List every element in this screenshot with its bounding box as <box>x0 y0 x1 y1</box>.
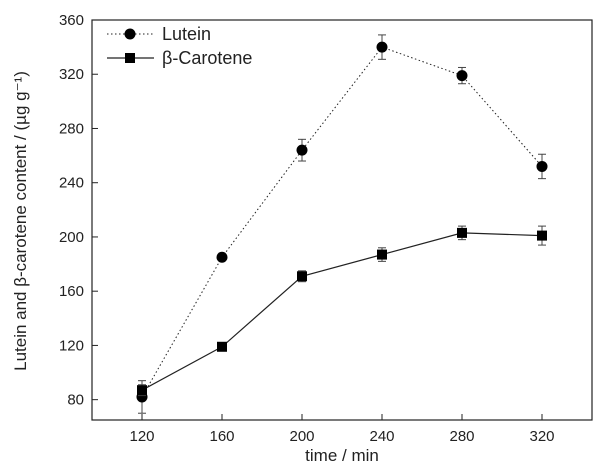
x-tick-label: 320 <box>529 428 554 445</box>
data-point <box>216 251 228 263</box>
data-point <box>296 144 308 156</box>
y-tick-label: 160 <box>59 283 84 300</box>
y-tick-label: 320 <box>59 66 84 83</box>
data-point <box>137 385 147 396</box>
series-line <box>141 46 543 398</box>
y-axis: 80 120 160 200 240 280 320 360 <box>59 12 98 409</box>
y-tick-label: 360 <box>59 12 84 29</box>
x-axis: 120 160 200 240 280 320 <box>129 414 555 445</box>
data-point <box>297 271 307 282</box>
x-tick-label: 200 <box>289 428 314 445</box>
x-tick-label: 240 <box>369 428 394 445</box>
x-tick-label: 160 <box>209 428 234 445</box>
data-point <box>377 249 387 260</box>
y-tick-label: 240 <box>59 175 84 192</box>
legend-label: β-Carotene <box>162 48 252 68</box>
series-beta-carotene <box>137 225 547 397</box>
legend-marker <box>124 28 136 40</box>
data-point <box>457 227 467 238</box>
data-point <box>376 41 388 53</box>
series-lutein <box>136 34 548 414</box>
y-tick-label: 200 <box>59 229 84 246</box>
y-axis-label: Lutein and β-carotene content / (µg g⁻¹) <box>11 71 30 371</box>
legend-marker <box>125 53 135 63</box>
series-layer <box>136 34 548 414</box>
legend-label: Lutein <box>162 24 211 44</box>
legend: Lutein β-Carotene <box>107 24 252 68</box>
data-point <box>456 70 468 82</box>
x-tick-label: 280 <box>449 428 474 445</box>
y-tick-label: 120 <box>59 337 84 354</box>
data-point <box>537 230 547 241</box>
x-axis-label: time / min <box>305 446 379 465</box>
x-tick-label: 120 <box>129 428 154 445</box>
y-tick-label: 80 <box>67 392 84 409</box>
data-point <box>217 341 227 352</box>
data-point <box>536 160 548 172</box>
plot-frame <box>91 19 593 421</box>
y-tick-label: 280 <box>59 120 84 137</box>
series-line <box>141 232 543 391</box>
